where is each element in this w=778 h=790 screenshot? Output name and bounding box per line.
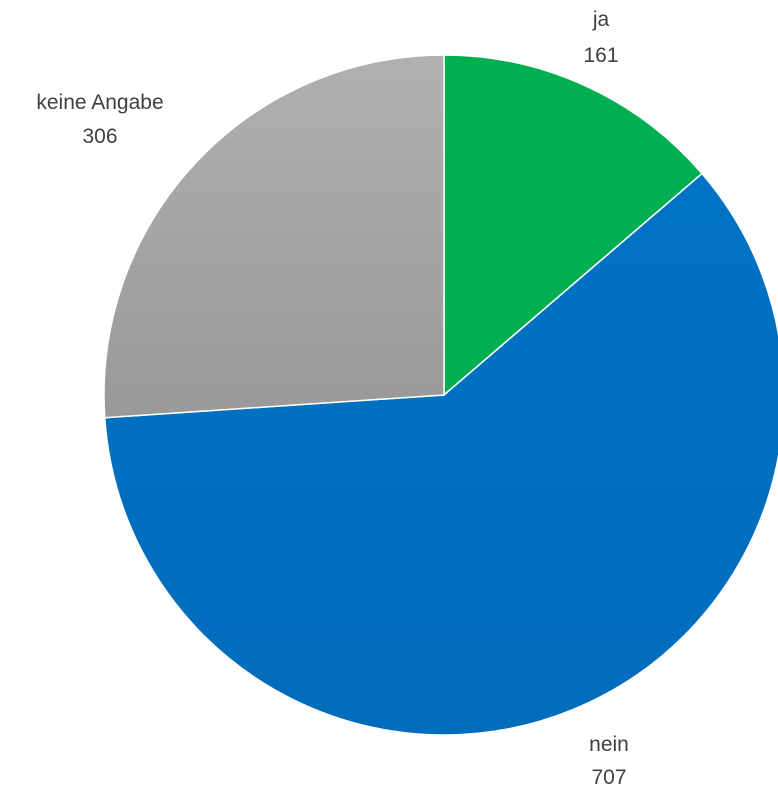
pie-slice-ja [443, 54, 704, 397]
pie-slice-nein [103, 172, 778, 736]
slice-label-nein: nein 707 [589, 733, 629, 789]
slice-label-nein-value: 707 [591, 766, 626, 789]
slice-label-ja-name: ja [592, 8, 610, 31]
pie-slice-keine-angabe [103, 54, 445, 419]
slice-label-keine-angabe: keine Angabe 306 [36, 91, 163, 148]
slice-label-ja-value: 161 [583, 44, 618, 67]
slice-label-ja: ja 161 [583, 8, 618, 67]
slice-label-keine-angabe-name: keine Angabe [36, 91, 163, 114]
slice-label-nein-name: nein [589, 733, 629, 756]
slice-label-keine-angabe-value: 306 [82, 125, 117, 148]
